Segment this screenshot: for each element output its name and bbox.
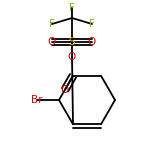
Text: O: O <box>61 85 69 95</box>
Text: F: F <box>69 3 75 13</box>
Text: O: O <box>68 52 76 62</box>
Text: F: F <box>89 19 95 29</box>
Text: O: O <box>48 37 56 47</box>
Text: O: O <box>88 37 96 47</box>
Text: S: S <box>69 37 75 47</box>
Text: Br: Br <box>31 95 43 105</box>
Text: F: F <box>49 19 55 29</box>
